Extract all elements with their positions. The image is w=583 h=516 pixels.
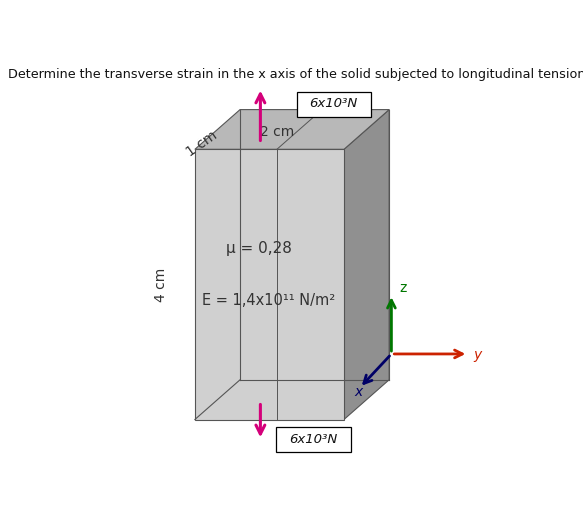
Text: 6x10³N: 6x10³N: [289, 433, 338, 446]
Text: μ = 0,28: μ = 0,28: [226, 241, 292, 256]
FancyBboxPatch shape: [297, 92, 371, 117]
Text: z: z: [399, 281, 407, 295]
Text: 1 cm: 1 cm: [184, 128, 220, 159]
Text: E = 1,4x10¹¹ N/m²: E = 1,4x10¹¹ N/m²: [202, 293, 335, 308]
Text: 6x10³N: 6x10³N: [310, 97, 358, 110]
Polygon shape: [195, 109, 389, 149]
Polygon shape: [195, 149, 344, 420]
Text: 2 cm: 2 cm: [261, 125, 294, 139]
Text: y: y: [473, 348, 482, 362]
FancyBboxPatch shape: [276, 427, 351, 452]
Polygon shape: [344, 109, 389, 420]
Text: 4 cm: 4 cm: [154, 267, 168, 301]
Text: x: x: [354, 384, 363, 399]
Text: Determine the transverse strain in the x axis of the solid subjected to longitud: Determine the transverse strain in the x…: [8, 68, 583, 81]
